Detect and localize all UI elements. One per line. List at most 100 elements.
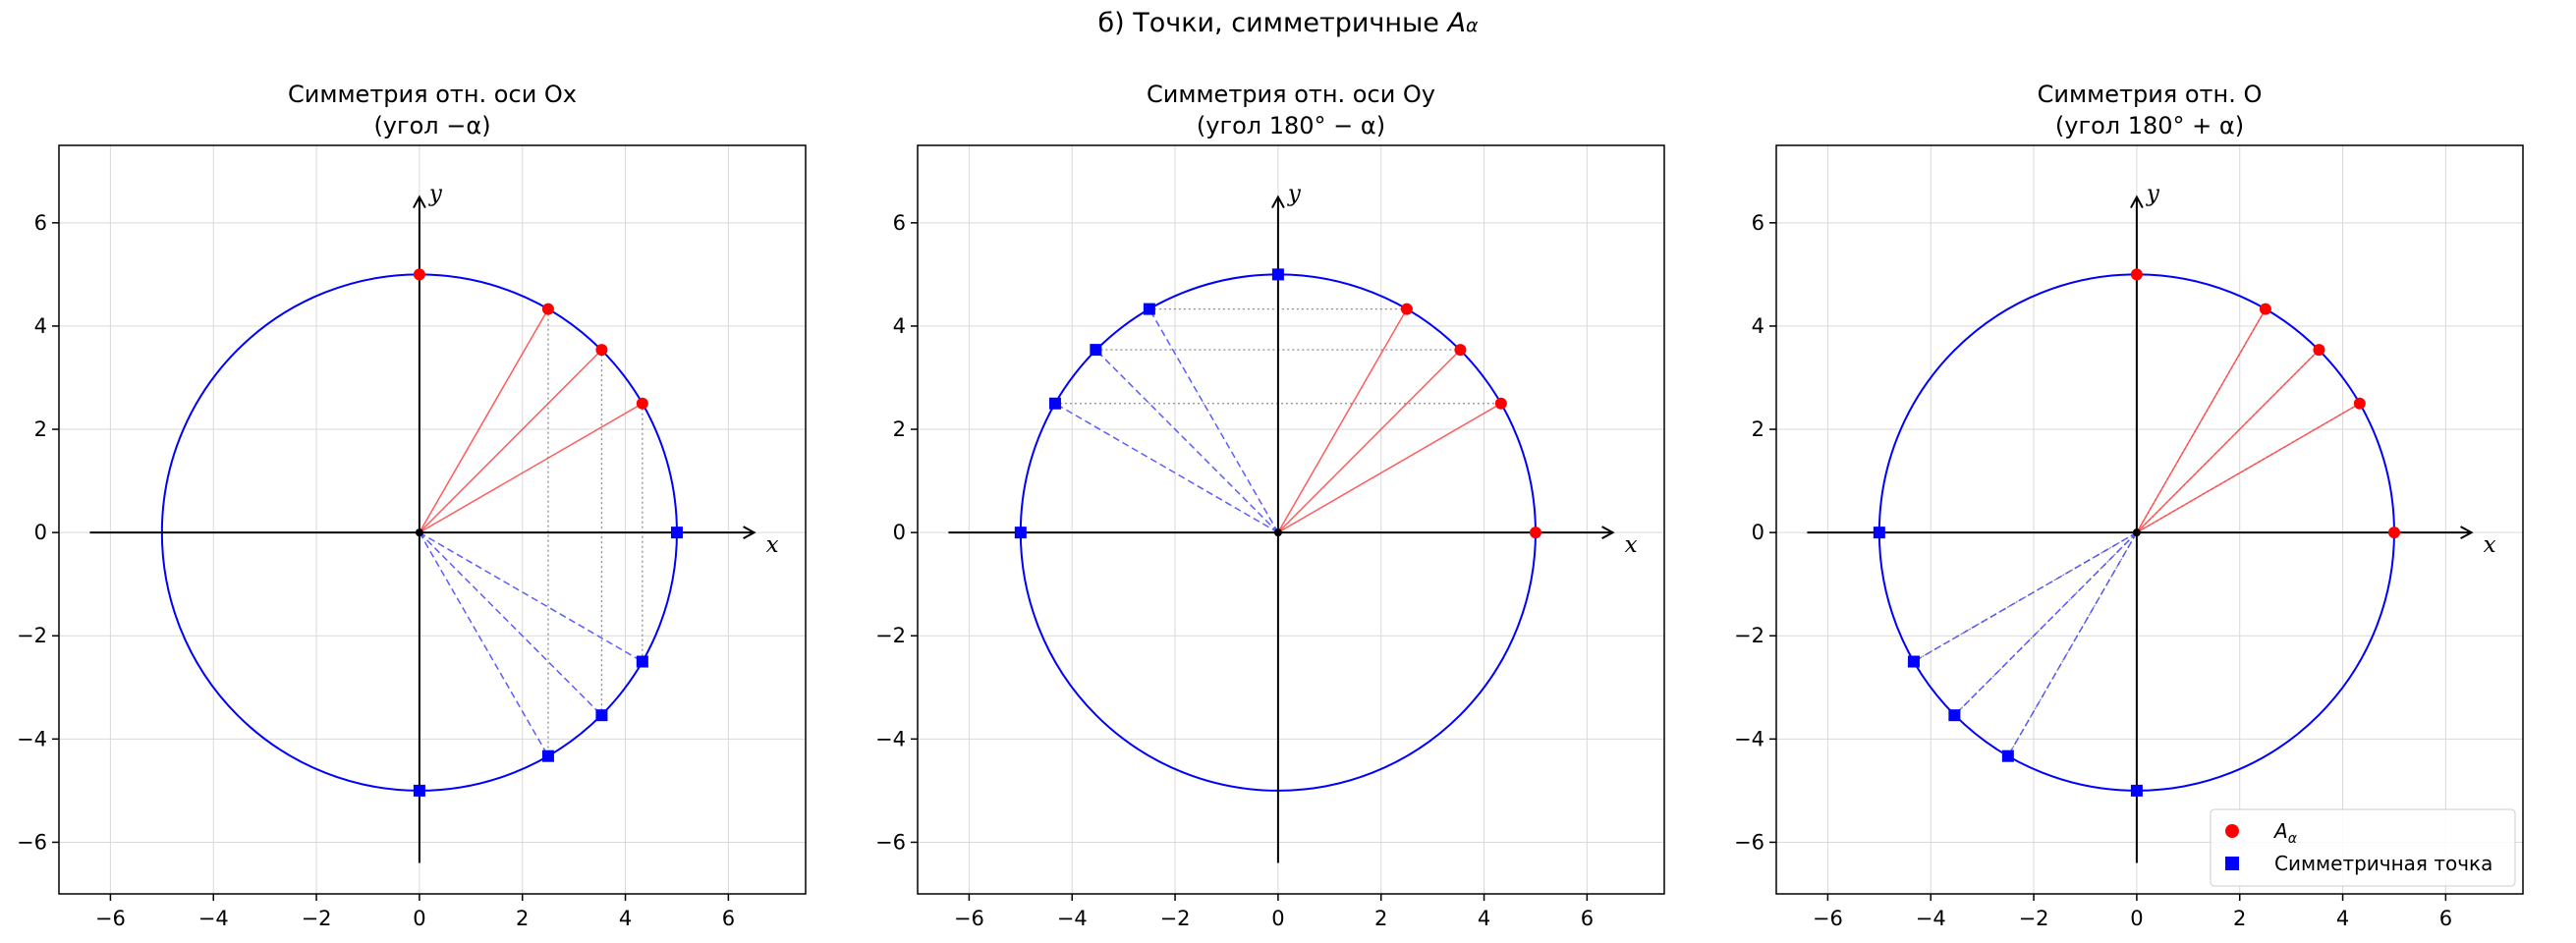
point-symmetric — [2130, 784, 2143, 797]
point-original — [636, 397, 648, 410]
radius-line-original — [419, 349, 602, 533]
point-original — [1400, 303, 1413, 315]
point-symmetric — [1271, 268, 1284, 281]
y-tick-label: 2 — [34, 417, 47, 441]
point-original — [1454, 344, 1467, 357]
y-tick-label: −4 — [17, 727, 47, 750]
chart-symmetry-oy: Симметрия отн. оси Oy (угол 180° − α) x y −6… — [875, 81, 1665, 930]
chart-title-line2: (угол 180° − α) — [1197, 112, 1385, 139]
origin-point — [1273, 528, 1282, 537]
radius-line-original — [1277, 349, 1461, 533]
x-tick-label: 6 — [1581, 907, 1594, 930]
x-tick-label: 2 — [2233, 907, 2246, 930]
x-tick-label: 0 — [413, 907, 425, 930]
x-tick-label: −4 — [1916, 907, 1946, 930]
chart-symmetry-origin: Симметрия отн. O (угол 180° + α) x y −6 −4 −2 0… — [1734, 81, 2524, 930]
x-tick-label: −6 — [95, 907, 126, 930]
panel-3: Симметрия отн. O (угол 180° + α) x y −6 −4 −2 0… — [1717, 0, 2576, 943]
chart-title-line2: (угол 180° + α) — [2055, 112, 2244, 139]
y-axis-arrow — [1271, 194, 1285, 209]
x-axis-arrow — [2460, 526, 2474, 540]
point-original — [2313, 344, 2325, 357]
chart-title-line1: Симметрия отн. O — [2038, 81, 2263, 108]
y-tick-label: 6 — [1752, 211, 1764, 235]
x-axis-label: x — [766, 532, 779, 558]
legend-box — [2210, 808, 2516, 887]
radius-line-symmetric — [419, 531, 549, 757]
y-tick-label: 0 — [893, 521, 906, 544]
x-tick-label: 4 — [1478, 907, 1490, 930]
x-tick-label: 2 — [1374, 907, 1387, 930]
chart-title-line1: Симметрия отн. оси Ox — [288, 81, 577, 108]
legend-marker-original — [2225, 824, 2239, 838]
x-tick-label: −2 — [2019, 907, 2049, 930]
radius-line-original — [2136, 349, 2320, 533]
radius-line-original — [2136, 308, 2267, 533]
point-original — [2259, 303, 2271, 315]
point-original — [541, 303, 554, 315]
y-tick-label: 6 — [893, 211, 906, 235]
figure-title-math: A — [1447, 8, 1466, 38]
plot-frame — [58, 144, 807, 895]
point-symmetric — [541, 749, 554, 762]
point-symmetric — [1090, 344, 1102, 357]
x-tick-label: 0 — [2130, 907, 2143, 930]
panel-1: Симметрия отн. оси Ox (угол −α) x y −6 −4 −2 0 2… — [0, 0, 859, 943]
y-tick-label: 6 — [34, 211, 47, 235]
y-tick-label: 2 — [893, 417, 906, 441]
x-axis-label: x — [1625, 532, 1638, 558]
y-axis-arrow — [2130, 194, 2144, 209]
x-axis-label: x — [2484, 532, 2496, 558]
origin-point — [2132, 528, 2141, 537]
figure-title-subscript: α — [1465, 15, 1479, 36]
radius-line-original — [1277, 403, 1502, 533]
y-tick-label: 2 — [1752, 417, 1764, 441]
y-tick-label: −2 — [875, 624, 906, 647]
radius-line-symmetric — [419, 531, 602, 716]
x-tick-label: 4 — [2336, 907, 2349, 930]
point-symmetric — [413, 784, 425, 797]
panel-2: Симметрия отн. оси Oy (угол 180° − α) x y −6… — [859, 0, 1717, 943]
figure-title: б) Точки, симметричные Aα — [0, 8, 2576, 38]
y-tick-label: 0 — [1752, 521, 1764, 544]
point-original — [2353, 397, 2366, 410]
radius-line-original — [419, 403, 644, 533]
x-tick-label: 6 — [722, 907, 735, 930]
x-tick-label: 0 — [1271, 907, 1284, 930]
x-tick-label: −2 — [302, 907, 332, 930]
point-symmetric — [1143, 303, 1155, 315]
y-axis-label: y — [1287, 182, 1302, 207]
point-original — [1529, 527, 1541, 539]
y-axis-label: y — [2146, 182, 2160, 207]
x-tick-label: 6 — [2439, 907, 2452, 930]
y-tick-label: 4 — [34, 314, 47, 338]
legend-label: Симметричная точка — [2274, 852, 2492, 875]
y-tick-label: 4 — [893, 314, 906, 338]
y-tick-label: −6 — [17, 830, 47, 854]
radius-line-symmetric — [419, 531, 644, 663]
plot-frame — [917, 144, 1665, 895]
point-original — [595, 344, 608, 357]
radius-line-symmetric — [1094, 349, 1279, 533]
y-tick-label: −4 — [1734, 727, 1764, 750]
radius-line-symmetric — [1054, 403, 1279, 533]
x-tick-label: −6 — [1813, 907, 1843, 930]
radius-line-original — [419, 308, 549, 533]
y-axis-label: y — [428, 182, 443, 207]
point-symmetric — [1873, 527, 1885, 539]
chart-title-line1: Симметрия отн. оси Oy — [1147, 81, 1435, 108]
legend: Aα Симметричная точка — [2210, 808, 2516, 887]
radius-line-symmetric — [1148, 308, 1279, 533]
x-axis-arrow — [1601, 526, 1615, 540]
y-tick-label: −2 — [1734, 624, 1764, 647]
chart-title-line2: (угол −α) — [373, 112, 490, 139]
chart-symmetry-ox: Симметрия отн. оси Ox (угол −α) x y −6 −4 −2 0 2… — [17, 81, 807, 930]
figure-title-prefix: б) Точки, симметричные — [1097, 8, 1448, 38]
point-symmetric — [1014, 527, 1027, 539]
y-tick-label: −6 — [1734, 830, 1764, 854]
point-symmetric — [2001, 749, 2014, 762]
y-tick-label: −4 — [875, 727, 906, 750]
y-tick-label: 0 — [34, 521, 47, 544]
point-symmetric — [595, 709, 608, 722]
x-tick-label: −4 — [1057, 907, 1088, 930]
